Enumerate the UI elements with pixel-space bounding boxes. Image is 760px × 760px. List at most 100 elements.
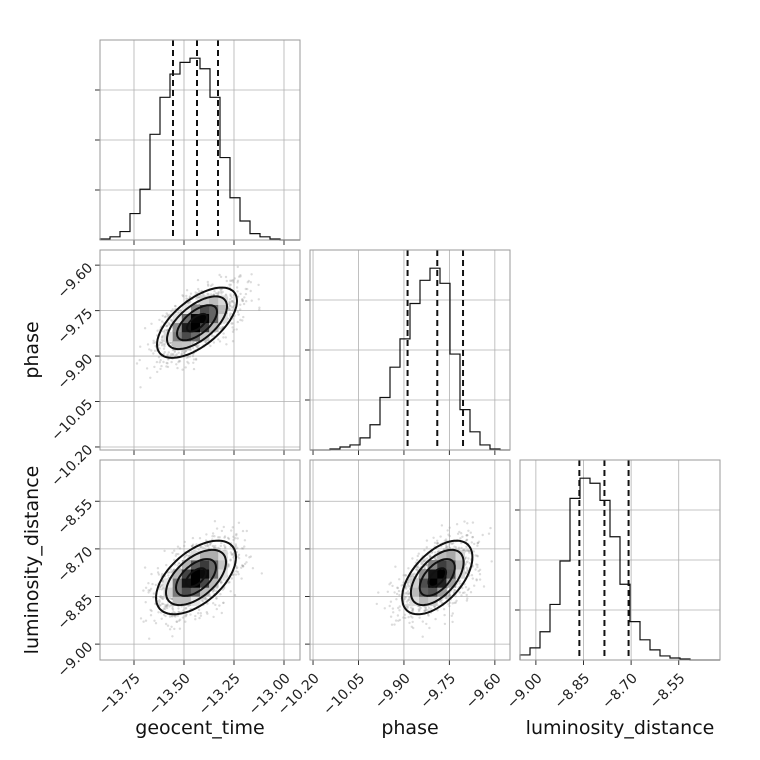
sample-point [235, 534, 238, 537]
sample-point [174, 554, 177, 557]
sample-point [166, 604, 169, 607]
sample-point [162, 602, 165, 606]
sample-point [408, 621, 411, 625]
sample-point [144, 619, 148, 622]
sample-point [150, 322, 153, 325]
sample-point [174, 354, 177, 357]
sample-point [154, 341, 157, 344]
panel-frame [519, 459, 721, 661]
sample-point [229, 558, 232, 561]
sample-point [229, 283, 232, 286]
sample-point [236, 290, 239, 293]
sample-point [184, 615, 187, 618]
sample-point [168, 596, 171, 600]
x-tick-label: −13.75 [96, 670, 144, 718]
sample-point [236, 320, 239, 324]
x-tick-label: −10.05 [320, 670, 368, 718]
sample-point [404, 597, 407, 600]
density-cell [172, 340, 183, 351]
sample-point [231, 309, 234, 312]
sample-point [215, 597, 218, 600]
sample-point [404, 573, 407, 577]
sample-point [195, 297, 198, 300]
sample-point [411, 607, 415, 610]
sample-point [169, 571, 172, 574]
sample-point [215, 527, 219, 530]
sample-point [197, 344, 200, 347]
sample-point [170, 318, 173, 322]
sample-point [451, 612, 454, 615]
sample-point [396, 614, 400, 617]
sample-point [180, 350, 184, 354]
sample-point [386, 590, 389, 593]
density-cell [163, 587, 174, 597]
sample-point [233, 594, 237, 597]
y-tick-label: −8.55 [55, 496, 97, 538]
density-cell [190, 322, 201, 333]
sample-point [156, 329, 159, 332]
sample-point [164, 329, 167, 332]
sample-point [236, 570, 240, 574]
sample-point [457, 546, 461, 549]
sample-point [407, 567, 410, 570]
sample-point [224, 336, 227, 339]
sample-point [201, 600, 205, 603]
sample-point [166, 353, 169, 356]
sample-point [145, 367, 149, 370]
sample-point [405, 587, 408, 590]
sample-point [218, 273, 221, 277]
sample-point [153, 349, 157, 352]
sample-point [228, 283, 231, 286]
sample-point [471, 535, 474, 539]
sample-point [178, 562, 181, 565]
sample-point [223, 544, 226, 547]
sample-point [184, 614, 188, 617]
sample-point [235, 286, 239, 289]
sample-point [159, 584, 163, 587]
sample-point [139, 386, 142, 389]
sample-point [180, 353, 184, 356]
sample-point [232, 535, 235, 538]
sample-point [393, 623, 396, 626]
sample-point [487, 532, 491, 535]
y-tick-label: −8.85 [55, 591, 97, 633]
sample-point [227, 581, 230, 584]
sample-point [231, 300, 234, 304]
sample-point [161, 314, 164, 317]
sample-point [219, 544, 222, 548]
sample-point [153, 365, 156, 369]
sample-point [194, 357, 198, 361]
sample-point [212, 547, 216, 550]
sample-point [243, 296, 246, 299]
sample-point [490, 560, 493, 563]
sample-point [217, 291, 220, 294]
sample-point [146, 343, 150, 346]
sample-point [159, 341, 162, 344]
sample-point [232, 538, 235, 542]
sample-point [400, 584, 403, 587]
sample-point [174, 304, 177, 308]
sample-point [421, 635, 424, 638]
sample-point [475, 579, 478, 582]
y-tick-label: −9.00 [55, 639, 97, 681]
sample-point [160, 588, 164, 591]
sample-point [183, 544, 186, 548]
sample-point [442, 608, 446, 611]
sample-point [232, 279, 235, 282]
sample-point [477, 540, 481, 543]
sample-point [231, 340, 235, 343]
sample-point [475, 563, 478, 566]
sample-point [186, 360, 189, 364]
sample-point [152, 341, 155, 345]
sample-point [166, 606, 169, 610]
sample-point [165, 324, 168, 328]
sample-point [165, 329, 169, 332]
sample-point [207, 293, 210, 296]
panel-frame [99, 39, 301, 241]
sample-point [397, 619, 400, 622]
sample-point [206, 602, 209, 605]
sample-point [416, 554, 419, 558]
sample-point [232, 328, 235, 331]
sample-point [173, 558, 176, 562]
contour-line [165, 295, 229, 351]
